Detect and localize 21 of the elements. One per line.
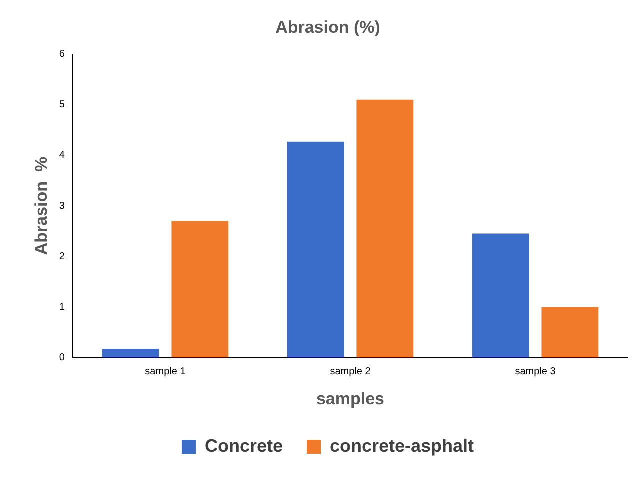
x-tick-label: sample 2 [330, 366, 372, 378]
x-axis-title: samples [316, 389, 385, 408]
y-axis-title: Abrasion % [32, 156, 51, 256]
y-tick-label: 4 [59, 150, 66, 162]
chart-title: Abrasion (%) [276, 18, 380, 37]
y-tick-label: 5 [59, 100, 66, 111]
bar [172, 221, 229, 358]
y-tick-label: 0 [59, 352, 66, 364]
bar [472, 234, 530, 358]
bar [356, 100, 414, 358]
y-tick-label: 3 [59, 200, 66, 212]
x-tick-label: sample 3 [515, 366, 556, 378]
x-tick-label: sample 1 [145, 366, 186, 378]
legend-label: Concrete [204, 436, 283, 456]
bar [542, 307, 599, 358]
bar [287, 142, 344, 358]
bar [102, 349, 160, 358]
y-tick-label: 2 [59, 251, 66, 262]
y-tick-label: 1 [59, 302, 66, 313]
y-tick-label: 6 [59, 49, 66, 60]
legend-label: concrete-asphalt [330, 436, 474, 456]
